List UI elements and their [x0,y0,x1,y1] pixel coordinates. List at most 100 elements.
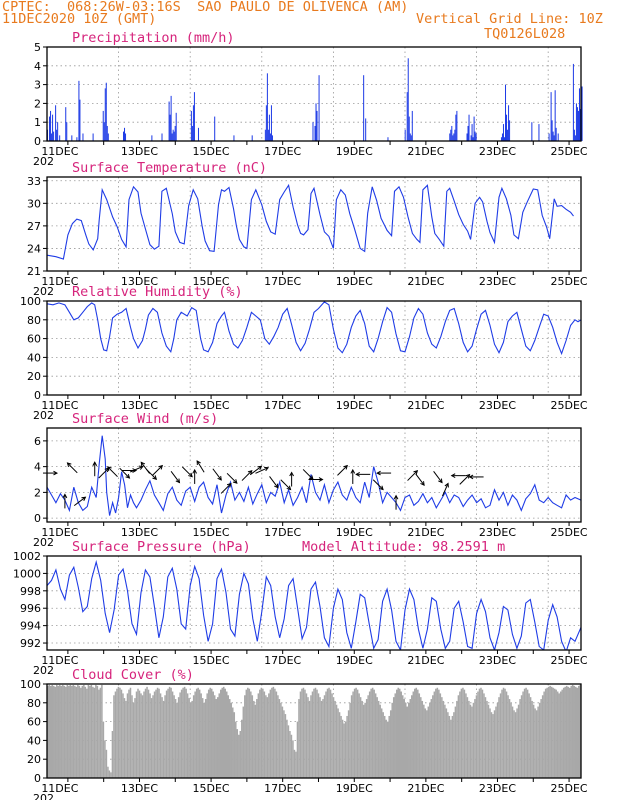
x-tick-label: 13DEC [121,782,158,795]
data-bar [478,688,481,778]
data-bar [424,708,427,778]
data-bar [528,693,530,778]
data-bar [210,688,213,778]
data-bar [268,693,270,778]
data-bar [344,721,347,778]
data-bar [152,695,154,778]
x-tick-label: 25DEC [551,275,588,288]
data-bar [232,707,234,778]
x-year-stub: 202 [33,409,54,422]
data-bar [316,689,318,778]
data-bar [420,697,422,778]
data-bar [189,702,192,778]
data-bar [421,700,424,778]
data-bar [239,731,242,778]
data-bar [104,88,106,141]
wind-arrow [407,470,419,481]
data-bar [113,695,115,778]
data-bar [174,125,176,141]
data-bar [492,714,494,778]
data-bar [134,698,136,778]
data-bar [474,131,476,141]
data-bar [238,734,240,778]
x-tick-label: 21DEC [407,399,444,412]
data-bar [192,105,194,141]
data-bar [507,129,509,141]
data-bar [407,58,409,141]
x-tick-label: 13DEC [121,399,158,412]
data-bar [304,689,306,778]
data-bar [397,687,399,778]
data-bar [230,702,233,778]
data-bar [192,695,195,778]
data-bar [312,122,314,141]
data-bar [124,127,126,141]
data-bar [235,721,237,778]
data-bar [159,693,162,778]
data-bar [114,691,117,778]
data-bar [122,693,124,778]
x-tick-label: 19DEC [336,145,373,158]
x-tick-label: 15DEC [193,399,230,412]
data-bar [180,689,183,778]
data-bar [531,122,533,141]
x-tick-label: 17DEC [264,399,301,412]
data-bar [212,691,214,778]
wind-arrow [146,469,158,480]
data-bar [71,685,73,778]
data-bar [404,129,406,141]
x-tick-label: 13DEC [121,145,158,158]
data-bar [265,695,267,778]
data-bar [341,719,344,778]
data-bar [54,686,57,778]
data-bar [455,114,457,141]
data-bar [526,689,529,778]
wind-arrow [308,477,324,482]
data-bar [523,688,526,778]
data-bar [191,700,193,778]
data-bar [325,691,327,778]
data-bar [405,702,407,778]
x-tick-label: 23DEC [479,275,516,288]
data-bar [459,691,461,778]
wind-arrow [226,472,238,484]
data-bar [531,700,533,778]
data-bar [206,693,208,778]
data-bar [268,114,270,141]
data-bar [318,75,320,141]
x-year-stub: 202 [33,792,54,800]
data-bar [146,686,148,778]
data-bar [59,684,61,778]
data-bar [499,693,502,778]
data-bar [129,687,132,778]
data-bar [448,715,451,778]
data-bar [541,695,544,778]
data-bar [77,684,79,778]
data-bar [218,693,220,778]
data-bar [269,133,271,141]
data-bar [250,691,252,778]
data-bar [131,695,133,778]
x-tick-label: 11DEC [41,145,78,158]
data-bar [379,704,381,778]
data-bar [334,700,336,778]
wind-arrow [62,493,68,509]
data-bar [48,684,51,778]
wind-arrow [433,471,443,484]
data-bar [473,116,475,141]
data-bar [535,710,538,778]
x-year-stub: 202 [33,664,54,677]
data-bar [517,704,520,778]
data-bar [271,687,273,778]
data-bar [214,116,216,141]
data-bar [257,693,260,778]
data-bar [553,135,555,141]
data-bar [244,695,246,778]
y-tick-label: 998 [20,585,41,598]
data-bar [361,700,363,778]
data-bar [76,137,78,141]
x-year-stub: 202 [33,155,54,168]
precipitation-panel: 0 1 2 3 4 5 11DEC 13DEC 15DEC 17DEC 19DEC 21DEC 23DE… [33,30,588,168]
data-bar [150,698,153,778]
data-bar [201,698,204,778]
